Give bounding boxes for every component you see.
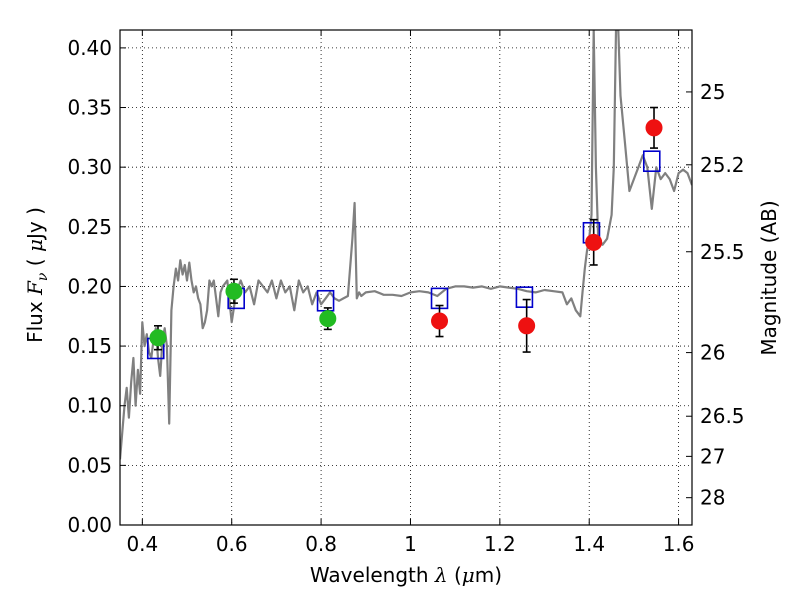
y-tick-label: 0.05: [67, 453, 112, 477]
observed-point: [518, 317, 536, 335]
plot-frame: [119, 29, 693, 526]
observed-point: [319, 310, 337, 328]
observed-point: [149, 329, 167, 347]
y2-tick-label: 25: [700, 80, 725, 104]
y-tick-label: 0.20: [67, 274, 112, 298]
x-tick-label: 1.4: [573, 532, 605, 556]
observed-point: [431, 312, 449, 330]
y2-tick-label: 26: [700, 341, 725, 365]
spectrum-line: [120, 30, 692, 460]
y2-axis: 25 25.2 25.5 26 26.5 27 28: [686, 80, 745, 510]
model-square-layer: [146, 150, 661, 360]
observed-point: [225, 282, 243, 300]
y-tick-label: 0.35: [67, 96, 112, 120]
y-tick-label: 0.40: [67, 36, 112, 60]
y-axis: 0.00 0.05 0.10 0.15 0.20 0.25 0.30 0.35 0.40: [67, 36, 126, 537]
y-tick-label: 0.00: [67, 513, 112, 537]
x-tick-label: 1.6: [663, 532, 695, 556]
observed-point: [645, 119, 663, 137]
model-square: [515, 286, 534, 308]
x-tick-label: 0.4: [126, 532, 158, 556]
y-tick-label: 0.25: [67, 215, 112, 239]
y-tick-label: 0.15: [67, 334, 112, 358]
y-tick-label: 0.30: [67, 155, 112, 179]
x-axis: 0.4 0.6 0.8 1 1.2 1.4 1.6: [126, 30, 695, 556]
errorbar-layer: [153, 106, 659, 353]
observed-point: [585, 233, 603, 251]
observed-point-layer: [149, 119, 663, 347]
x-tick-label: 0.8: [305, 532, 337, 556]
y-axis-title: Flux Fν ( μJy ): [23, 207, 51, 343]
y-tick-label: 0.10: [67, 394, 112, 418]
y2-tick-label: 27: [700, 444, 725, 468]
y2-axis-title: Magnitude (AB): [757, 200, 781, 355]
spectrum-line-layer: [120, 30, 692, 460]
x-tick-label: 1: [404, 532, 417, 556]
y2-tick-label: 25.5: [700, 240, 745, 264]
model-square: [642, 150, 661, 173]
grid: [120, 30, 692, 525]
y2-tick-label: 26.5: [700, 404, 745, 428]
x-tick-label: 0.6: [216, 532, 248, 556]
x-tick-label: 1.2: [484, 532, 516, 556]
y2-tick-label: 25.2: [700, 153, 745, 177]
x-axis-title: Wavelength λ (μm): [310, 563, 502, 587]
y2-tick-label: 28: [700, 486, 725, 510]
